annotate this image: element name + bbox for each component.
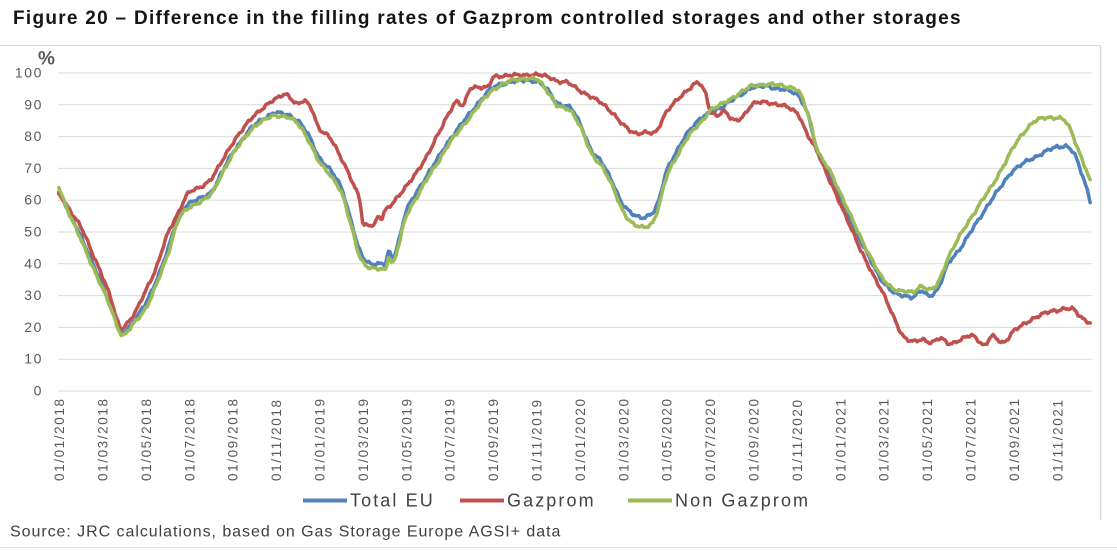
svg-text:01/07/2018: 01/07/2018 bbox=[182, 397, 197, 481]
svg-text:01/09/2019: 01/09/2019 bbox=[486, 397, 501, 481]
svg-text:01/11/2019: 01/11/2019 bbox=[530, 398, 545, 481]
svg-text:01/11/2018: 01/11/2018 bbox=[269, 398, 284, 481]
svg-text:01/11/2021: 01/11/2021 bbox=[1050, 398, 1065, 481]
svg-text:80: 80 bbox=[24, 128, 43, 144]
svg-text:01/09/2020: 01/09/2020 bbox=[747, 397, 762, 481]
svg-text:40: 40 bbox=[24, 255, 43, 271]
svg-text:01/05/2019: 01/05/2019 bbox=[399, 397, 414, 481]
svg-text:Non Gazprom: Non Gazprom bbox=[675, 491, 810, 511]
svg-text:0: 0 bbox=[34, 383, 43, 399]
svg-text:50: 50 bbox=[24, 224, 43, 240]
svg-text:01/03/2018: 01/03/2018 bbox=[96, 397, 111, 481]
svg-text:01/09/2018: 01/09/2018 bbox=[226, 397, 241, 481]
svg-text:Gazprom: Gazprom bbox=[507, 491, 596, 511]
svg-text:20: 20 bbox=[24, 319, 43, 335]
svg-text:60: 60 bbox=[24, 192, 43, 208]
svg-text:01/07/2019: 01/07/2019 bbox=[443, 397, 458, 481]
svg-text:90: 90 bbox=[24, 96, 43, 112]
svg-text:01/05/2021: 01/05/2021 bbox=[920, 397, 935, 481]
svg-text:01/11/2020: 01/11/2020 bbox=[790, 398, 805, 481]
svg-text:01/03/2021: 01/03/2021 bbox=[877, 397, 892, 481]
svg-text:30: 30 bbox=[24, 287, 43, 303]
svg-text:Figure 20 – Difference in the: Figure 20 – Difference in the filling ra… bbox=[13, 8, 962, 29]
svg-text:70: 70 bbox=[24, 160, 43, 176]
svg-text:01/01/2018: 01/01/2018 bbox=[52, 397, 67, 481]
svg-text:01/01/2019: 01/01/2019 bbox=[313, 397, 328, 481]
svg-text:Source: JRC calculations, base: Source: JRC calculations, based on Gas S… bbox=[10, 524, 561, 541]
svg-text:01/03/2019: 01/03/2019 bbox=[356, 397, 371, 481]
svg-text:01/01/2021: 01/01/2021 bbox=[833, 397, 848, 481]
svg-text:01/03/2020: 01/03/2020 bbox=[616, 397, 631, 481]
svg-text:01/07/2020: 01/07/2020 bbox=[703, 397, 718, 481]
svg-text:01/09/2021: 01/09/2021 bbox=[1007, 397, 1022, 481]
svg-text:01/05/2020: 01/05/2020 bbox=[660, 397, 675, 481]
svg-text:01/07/2021: 01/07/2021 bbox=[964, 397, 979, 481]
svg-text:01/01/2020: 01/01/2020 bbox=[573, 397, 588, 481]
svg-text:Total EU: Total EU bbox=[350, 491, 435, 511]
svg-text:100: 100 bbox=[15, 65, 43, 81]
svg-text:%: % bbox=[38, 49, 55, 70]
svg-text:10: 10 bbox=[24, 351, 43, 367]
svg-text:01/05/2018: 01/05/2018 bbox=[139, 397, 154, 481]
